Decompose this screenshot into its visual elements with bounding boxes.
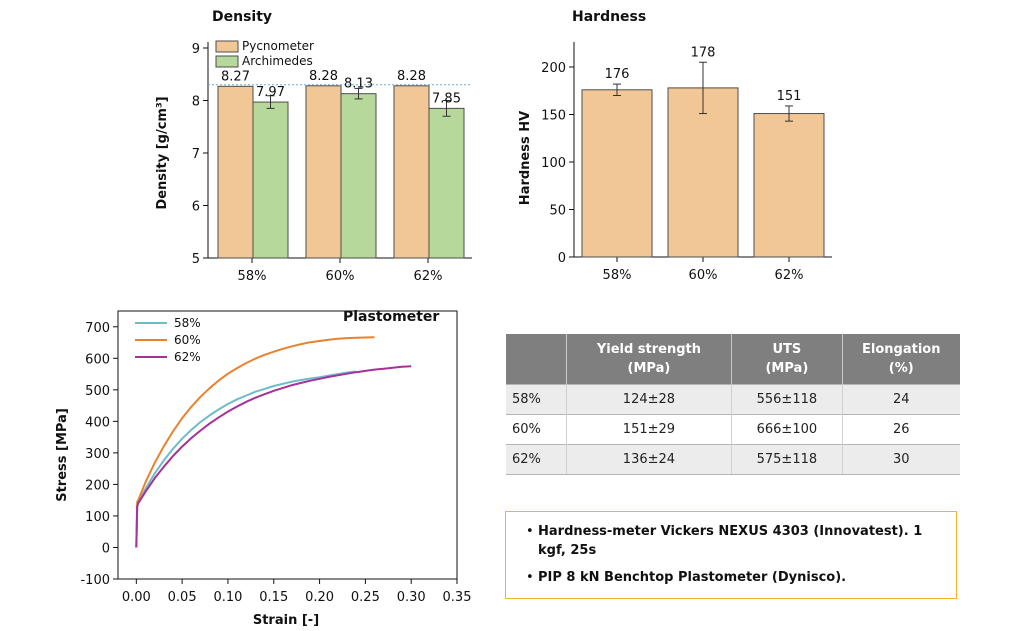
data-label: 7.97 — [256, 85, 285, 100]
x-tick-label: 0.25 — [351, 590, 380, 605]
hardness-title: Hardness — [572, 9, 646, 25]
table-cell: 30 — [842, 445, 960, 475]
equipment-notes-box: Hardness-meter Vickers NEXUS 4303 (Innov… — [505, 511, 957, 599]
x-tick-label: 0.30 — [397, 590, 426, 605]
header-unit: (MPa) — [732, 359, 841, 378]
density-title: Density — [212, 9, 272, 25]
hardness-y-axis-label: Hardness HV — [518, 111, 533, 205]
data-label: 8.27 — [221, 69, 250, 84]
x-tick-label: 60% — [326, 269, 355, 284]
x-tick-label: 0.20 — [305, 590, 334, 605]
y-tick-label: 9 — [192, 42, 200, 57]
y-tick-label: 400 — [85, 415, 110, 430]
y-tick-label: 5 — [192, 252, 200, 267]
legend-label: 62% — [174, 350, 201, 364]
x-tick-label: 0.05 — [168, 590, 197, 605]
table-cell: 136±24 — [566, 445, 732, 475]
data-label: 8.28 — [309, 69, 338, 84]
table-cell: 556±118 — [732, 385, 842, 415]
y-tick-label: 300 — [85, 447, 110, 462]
y-tick-label: 50 — [549, 204, 566, 219]
plot-frame — [118, 311, 457, 579]
series-line-60pct — [136, 337, 374, 547]
note-item: PIP 8 kN Benchtop Plastometer (Dynisco). — [526, 568, 944, 587]
legend-label: Pycnometer — [242, 39, 314, 53]
note-item: Hardness-meter Vickers NEXUS 4303 (Innov… — [526, 522, 944, 560]
x-tick-label: 62% — [414, 269, 443, 284]
y-tick-label: 200 — [541, 61, 566, 76]
y-tick-label: 6 — [192, 200, 200, 215]
table-header-cell: Yield strength (MPa) — [566, 334, 732, 385]
table-cell: 62% — [506, 445, 566, 475]
density-chart: Density Density [g/cm³] 5 6 7 8 9 58% 60% 62% 8.… — [155, 9, 472, 284]
bar — [394, 86, 429, 258]
x-tick-label: 0.15 — [259, 590, 288, 605]
plastometer-chart: Plastometer Stress [MPa] Strain [-] -100… — [55, 309, 471, 628]
bar — [341, 94, 376, 258]
header-unit: (MPa) — [567, 359, 732, 378]
table-cell: 124±28 — [566, 385, 732, 415]
table-cell: 60% — [506, 415, 566, 445]
y-tick-label: 7 — [192, 147, 200, 162]
table-row: 62% 136±24 575±118 30 — [506, 445, 960, 475]
table-row: 58% 124±28 556±118 24 — [506, 385, 960, 415]
header-unit: (%) — [843, 359, 960, 378]
series-line-62pct — [136, 366, 411, 547]
legend-label: 60% — [174, 333, 201, 347]
table-header-cell: UTS (MPa) — [732, 334, 842, 385]
data-label: 176 — [605, 67, 630, 82]
data-label: 8.13 — [344, 77, 373, 92]
table-cell: 58% — [506, 385, 566, 415]
data-label: 151 — [777, 89, 802, 104]
y-tick-label: 100 — [85, 510, 110, 525]
table-header-cell: Elongation (%) — [842, 334, 960, 385]
data-label: 7.85 — [432, 91, 461, 106]
data-label: 178 — [691, 45, 716, 60]
y-tick-label: 700 — [85, 321, 110, 336]
y-tick-label: -100 — [80, 573, 110, 588]
x-tick-label: 0.10 — [213, 590, 242, 605]
x-tick-label: 0.00 — [122, 590, 151, 605]
x-tick-label: 60% — [689, 268, 718, 283]
table-header-row: Yield strength (MPa) UTS (MPa) Elongatio… — [506, 334, 960, 385]
plastometer-x-axis-label: Strain [-] — [253, 613, 319, 628]
x-tick-label: 58% — [603, 268, 632, 283]
bar — [253, 102, 288, 258]
table-header-cell — [506, 334, 566, 385]
table-cell: 575±118 — [732, 445, 842, 475]
x-tick-label: 0.35 — [443, 590, 472, 605]
y-tick-label: 100 — [541, 156, 566, 171]
bar — [218, 86, 253, 258]
mechanical-properties-table: Yield strength (MPa) UTS (MPa) Elongatio… — [506, 334, 960, 475]
table-cell: 26 — [842, 415, 960, 445]
bar — [754, 114, 824, 257]
table-cell: 151±29 — [566, 415, 732, 445]
table-row: 60% 151±29 666±100 26 — [506, 415, 960, 445]
x-tick-label: 58% — [238, 269, 267, 284]
header-line: UTS — [732, 340, 841, 359]
header-line: Elongation — [843, 340, 960, 359]
legend-label: Archimedes — [242, 54, 313, 68]
y-tick-label: 600 — [85, 352, 110, 367]
y-tick-label: 500 — [85, 384, 110, 399]
header-line: Yield strength — [567, 340, 732, 359]
legend-swatch — [216, 41, 238, 52]
legend-label: 58% — [174, 316, 201, 330]
hardness-chart: Hardness Hardness HV 0 50 100 150 200 58% 60% 6… — [518, 9, 832, 283]
legend-swatch — [216, 56, 238, 67]
x-tick-label: 62% — [775, 268, 804, 283]
table-cell: 666±100 — [732, 415, 842, 445]
y-tick-label: 200 — [85, 478, 110, 493]
y-tick-label: 8 — [192, 95, 200, 110]
y-tick-label: 0 — [102, 541, 110, 556]
y-tick-label: 0 — [558, 251, 566, 266]
table-cell: 24 — [842, 385, 960, 415]
bar — [306, 86, 341, 258]
data-label: 8.28 — [397, 69, 426, 84]
bar — [582, 90, 652, 257]
density-y-axis-label: Density [g/cm³] — [155, 96, 170, 209]
bar — [429, 108, 464, 258]
plastometer-y-axis-label: Stress [MPa] — [55, 408, 70, 502]
y-tick-label: 150 — [541, 109, 566, 124]
